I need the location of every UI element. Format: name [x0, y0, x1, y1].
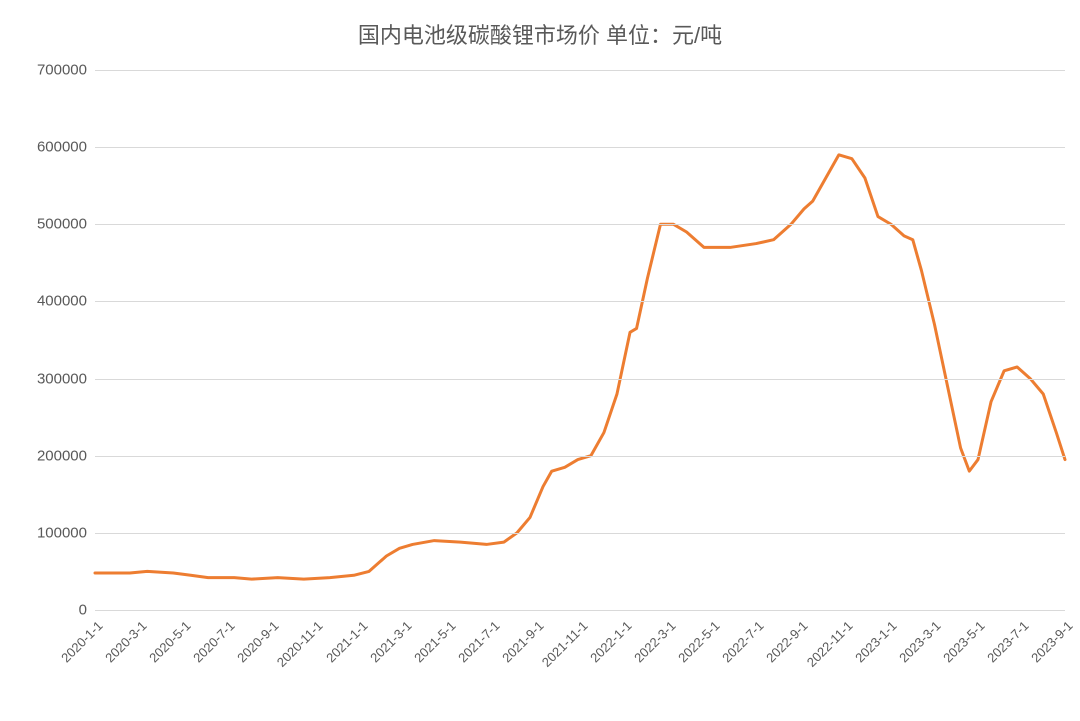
- y-tick-label: 400000: [37, 293, 87, 310]
- x-tick-label: 2023-1-1: [852, 618, 899, 665]
- plot-area: [95, 70, 1065, 610]
- line-chart-svg: [95, 70, 1065, 610]
- chart-title: 国内电池级碳酸锂市场价 单位：元/吨: [0, 18, 1080, 50]
- grid-line: [95, 70, 1065, 71]
- grid-line: [95, 456, 1065, 457]
- x-tick-label: 2020-5-1: [146, 618, 193, 665]
- x-tick-label: 2021-7-1: [455, 618, 502, 665]
- x-tick-label: 2023-5-1: [940, 618, 987, 665]
- y-tick-label: 600000: [37, 139, 87, 156]
- x-tick-label: 2021-1-1: [323, 618, 370, 665]
- x-tick-label: 2022-1-1: [587, 618, 634, 665]
- grid-line: [95, 301, 1065, 302]
- x-tick-label: 2023-7-1: [984, 618, 1031, 665]
- x-tick-label: 2023-3-1: [896, 618, 943, 665]
- x-tick-label: 2021-5-1: [411, 618, 458, 665]
- x-tick-label: 2022-5-1: [675, 618, 722, 665]
- x-tick-label: 2020-7-1: [190, 618, 237, 665]
- x-tick-label: 2021-11-1: [539, 618, 591, 670]
- x-tick-label: 2020-3-1: [102, 618, 149, 665]
- grid-line: [95, 533, 1065, 534]
- x-tick-label: 2020-11-1: [274, 618, 326, 670]
- x-tick-label: 2021-3-1: [367, 618, 414, 665]
- grid-line: [95, 379, 1065, 380]
- x-tick-label: 2022-11-1: [803, 618, 855, 670]
- grid-line: [95, 224, 1065, 225]
- y-tick-label: 700000: [37, 62, 87, 79]
- chart-container: 国内电池级碳酸锂市场价 单位：元/吨 0 100000 200000 300000 40…: [0, 0, 1080, 721]
- y-tick-label: 500000: [37, 216, 87, 233]
- grid-line: [95, 610, 1065, 611]
- y-tick-label: 300000: [37, 370, 87, 387]
- x-tick-label: 2022-7-1: [720, 618, 767, 665]
- x-tick-label: 2023-9-1: [1028, 618, 1075, 665]
- y-tick-label: 200000: [37, 447, 87, 464]
- x-tick-label: 2022-3-1: [631, 618, 678, 665]
- grid-line: [95, 147, 1065, 148]
- y-tick-label: 0: [79, 602, 87, 619]
- y-tick-label: 100000: [37, 524, 87, 541]
- price-line: [95, 155, 1065, 579]
- x-tick-label: 2020-1-1: [58, 618, 105, 665]
